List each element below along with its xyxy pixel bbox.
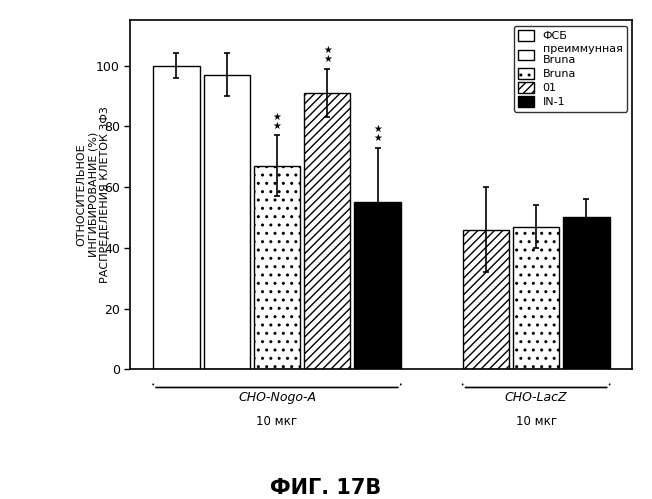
Bar [463, 230, 509, 369]
Bar [203, 75, 250, 369]
Text: 10 мкг: 10 мкг [256, 415, 297, 428]
Text: ★
★: ★ ★ [373, 124, 382, 143]
Bar [563, 218, 610, 369]
Bar [153, 65, 200, 369]
Text: ФИГ. 17B: ФИГ. 17B [271, 478, 381, 498]
Bar [513, 227, 559, 369]
Text: ★
★: ★ ★ [323, 45, 332, 64]
Bar [304, 93, 351, 369]
Bar [254, 166, 300, 369]
Text: CHO-Nogo-A: CHO-Nogo-A [238, 391, 316, 404]
Bar [354, 202, 401, 369]
Text: CHO-LacZ: CHO-LacZ [505, 391, 567, 404]
Y-axis label: ОТНОСИТЕЛЬНОЕ
ИНГИБИРОВАНИЕ (%)
РАСПРЕДЕЛЕНИЯ КЛЕТОК 3Ф3: ОТНОСИТЕЛЬНОЕ ИНГИБИРОВАНИЕ (%) РАСПРЕДЕ… [77, 106, 110, 283]
Text: ★
★: ★ ★ [273, 112, 282, 131]
Legend: ФСБ, преиммунная
Bruna, Bruna, 01, IN-1: ФСБ, преиммунная Bruna, Bruna, 01, IN-1 [514, 25, 627, 112]
Text: 10 мкг: 10 мкг [516, 415, 557, 428]
